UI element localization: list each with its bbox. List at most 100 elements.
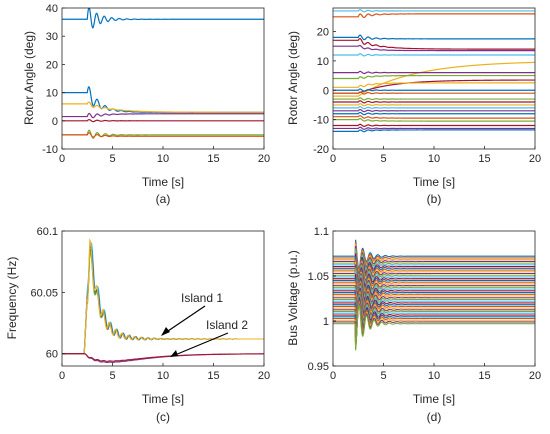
y-tick-label: 1.05	[308, 271, 329, 283]
series-line	[333, 298, 535, 344]
series-line	[333, 243, 535, 274]
series-line	[333, 108, 535, 113]
x-tick-label: 10	[428, 370, 440, 382]
series-line	[333, 296, 535, 341]
panel-c: 0 5 10 15 20 60 60.05 60.1 Time [s] Frequency (…	[5, 226, 270, 424]
series-line	[333, 118, 535, 122]
panel-b-caption: (b)	[427, 192, 442, 206]
series-line	[62, 101, 264, 113]
series-line	[62, 353, 264, 362]
panel-a-xlabel: Time [s]	[142, 175, 184, 189]
series-line	[333, 295, 535, 339]
series-line	[333, 34, 535, 41]
x-tick-label: 5	[380, 370, 386, 382]
y-tick-label: 60.05	[30, 287, 58, 299]
panel-d-ticks: 0 5 10 15 20 0.95 1 1.05 1.1	[308, 226, 542, 382]
y-tick-label: 60.1	[37, 226, 58, 238]
y-tick-label: 40	[46, 3, 58, 15]
panel-d-xlabel: Time [s]	[413, 392, 455, 406]
x-tick-label: 15	[207, 370, 219, 382]
x-tick-label: 10	[157, 153, 169, 165]
panel-c-caption: (c)	[156, 410, 170, 424]
y-tick-label: 20	[317, 27, 329, 39]
x-tick-label: 0	[59, 153, 65, 165]
series-line	[62, 119, 264, 123]
panel-a-axes-box	[61, 7, 265, 150]
y-tick-label: 10	[46, 88, 58, 100]
island-1-arrow-head	[161, 327, 170, 336]
island-2-arrow-head	[170, 350, 178, 357]
panel-b-series	[333, 9, 535, 133]
series-line	[333, 37, 535, 50]
series-line	[333, 129, 535, 133]
panel-d: 0 5 10 15 20 0.95 1 1.05 1.1 Time [s] Bus Voltag…	[286, 226, 541, 424]
series-line	[333, 301, 535, 348]
series-line	[333, 9, 535, 13]
panel-a-caption: (a)	[156, 192, 171, 206]
y-tick-label: 30	[46, 31, 58, 43]
series-line	[62, 8, 264, 29]
series-line	[333, 88, 535, 92]
series-line	[333, 82, 535, 88]
y-tick-label: -10	[313, 115, 329, 127]
panel-a-ylabel: Rotor Angle (deg)	[22, 31, 36, 125]
series-line	[333, 103, 535, 107]
y-tick-label: 0	[323, 85, 329, 97]
series-line	[333, 44, 535, 52]
island-2-arrow-line	[174, 332, 229, 356]
x-tick-label: 10	[428, 153, 440, 165]
y-tick-label: 60	[46, 349, 58, 361]
x-tick-label: 15	[478, 370, 490, 382]
x-tick-label: 5	[109, 153, 115, 165]
x-tick-label: 10	[157, 370, 169, 382]
panel-b-ticks: 0 5 10 15 20 -20 -10 0 10 20	[313, 27, 541, 166]
series-line	[333, 123, 535, 127]
series-line	[333, 303, 535, 351]
series-line	[333, 294, 535, 337]
x-tick-label: 0	[59, 370, 65, 382]
x-tick-label: 0	[330, 370, 336, 382]
annotation-island-1: Island 1	[181, 291, 223, 305]
series-line	[333, 300, 535, 346]
panel-c-ylabel: Frequency (Hz)	[5, 257, 19, 340]
y-tick-label: 0	[52, 116, 58, 128]
x-tick-label: 20	[529, 370, 541, 382]
series-line	[333, 239, 535, 270]
panel-a-series	[62, 8, 264, 139]
series-line	[62, 85, 264, 113]
y-tick-label: 0.95	[308, 361, 329, 373]
series-line	[333, 61, 535, 97]
panel-b-ylabel: Rotor Angle (deg)	[286, 31, 300, 125]
series-line	[333, 53, 535, 57]
x-tick-label: 15	[478, 153, 490, 165]
x-tick-label: 20	[529, 153, 541, 165]
panel-c-xlabel: Time [s]	[142, 392, 184, 406]
x-tick-label: 0	[330, 153, 336, 165]
x-tick-label: 20	[258, 153, 270, 165]
x-tick-label: 5	[109, 370, 115, 382]
series-line	[333, 115, 535, 119]
series-line	[62, 112, 264, 119]
x-tick-label: 20	[258, 370, 270, 382]
y-tick-label: 20	[46, 59, 58, 71]
series-line	[62, 129, 264, 139]
series-line	[333, 291, 535, 334]
panel-b: 0 5 10 15 20 -20 -10 0 10 20 Time [s] Rotor Angle…	[286, 7, 541, 206]
y-tick-label: 1	[323, 316, 329, 328]
series-line	[333, 70, 535, 75]
y-tick-label: 10	[317, 56, 329, 68]
series-line	[333, 74, 535, 80]
series-line	[333, 97, 535, 101]
series-line	[333, 301, 535, 349]
series-line	[333, 126, 535, 130]
series-line	[333, 100, 535, 104]
panel-c-ticks: 0 5 10 15 20 60 60.05 60.1	[30, 226, 270, 382]
panel-d-caption: (d)	[427, 410, 442, 424]
series-line	[333, 106, 535, 110]
annotation-island-2: Island 2	[206, 318, 248, 332]
series-line	[333, 241, 535, 271]
y-tick-label: 1.1	[314, 226, 329, 238]
series-line	[333, 293, 535, 336]
